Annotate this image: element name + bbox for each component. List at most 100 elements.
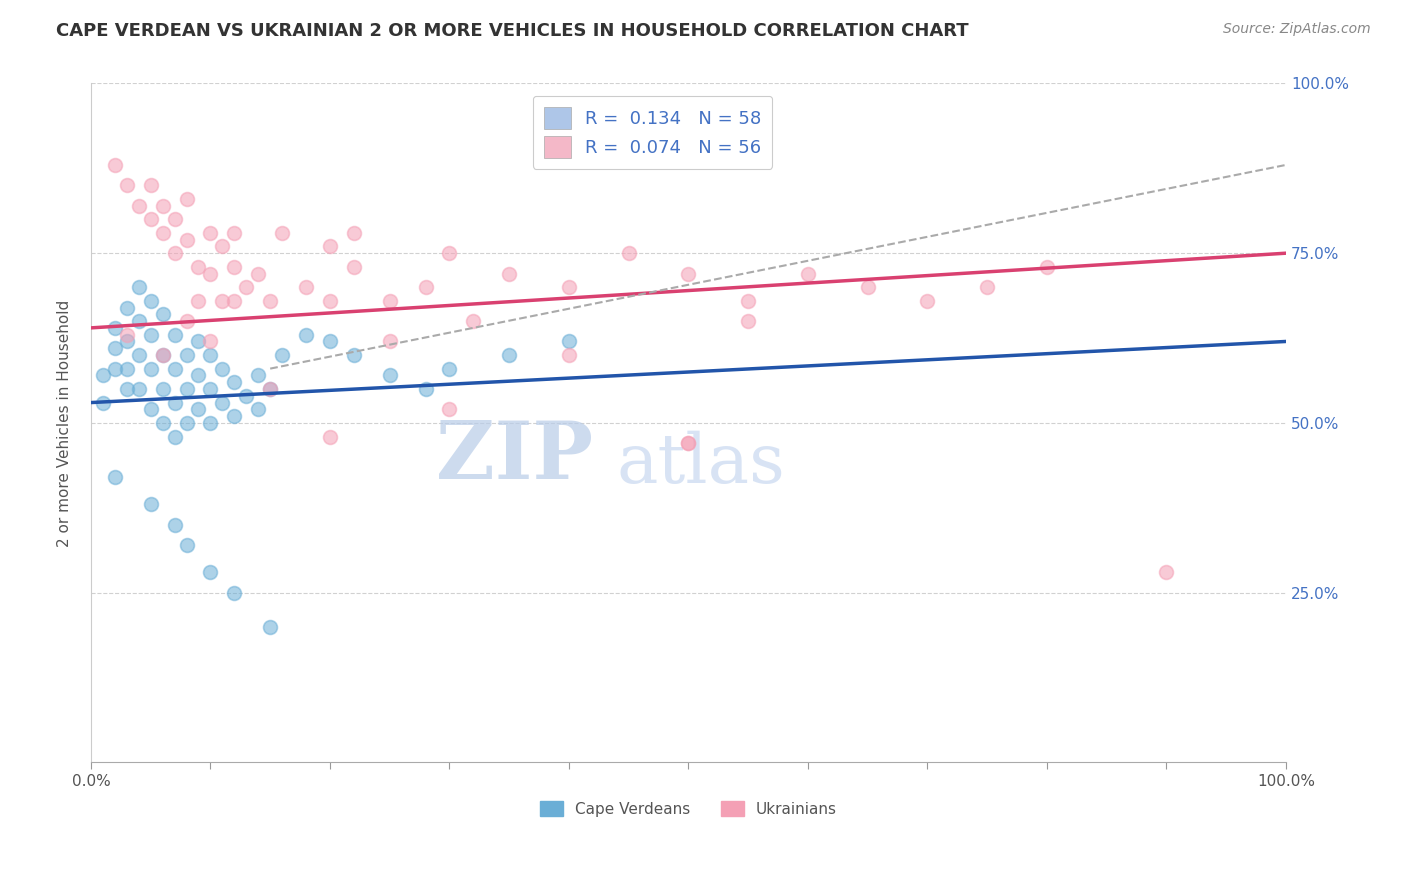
Point: [224, 260, 246, 274]
Point: [163, 429, 186, 443]
Point: [439, 361, 461, 376]
Point: [678, 436, 700, 450]
Point: [200, 348, 222, 362]
Point: [678, 436, 700, 450]
Point: [247, 368, 270, 383]
Point: [91, 368, 114, 383]
Point: [737, 314, 759, 328]
Point: [558, 348, 581, 362]
Point: [200, 566, 222, 580]
Point: [163, 395, 186, 409]
Text: CAPE VERDEAN VS UKRAINIAN 2 OR MORE VEHICLES IN HOUSEHOLD CORRELATION CHART: CAPE VERDEAN VS UKRAINIAN 2 OR MORE VEHI…: [56, 22, 969, 40]
Point: [128, 382, 150, 396]
Point: [187, 368, 209, 383]
Point: [115, 334, 138, 349]
Point: [917, 293, 939, 308]
Point: [319, 239, 342, 253]
Point: [498, 348, 520, 362]
Point: [163, 517, 186, 532]
Point: [319, 293, 342, 308]
Point: [152, 348, 174, 362]
Point: [163, 212, 186, 227]
Point: [558, 334, 581, 349]
Point: [176, 348, 198, 362]
Point: [152, 416, 174, 430]
Point: [224, 375, 246, 389]
Point: [295, 327, 318, 342]
Point: [343, 348, 366, 362]
Point: [152, 199, 174, 213]
Point: [378, 334, 401, 349]
Point: [498, 267, 520, 281]
Point: [115, 327, 138, 342]
Point: [259, 293, 281, 308]
Point: [163, 246, 186, 260]
Point: [797, 267, 820, 281]
Point: [259, 382, 281, 396]
Point: [415, 382, 437, 396]
Point: [200, 382, 222, 396]
Point: [104, 470, 127, 484]
Point: [104, 321, 127, 335]
Point: [259, 382, 281, 396]
Point: [200, 334, 222, 349]
Point: [378, 293, 401, 308]
Point: [187, 402, 209, 417]
Point: [115, 361, 138, 376]
Point: [139, 497, 162, 511]
Point: [104, 361, 127, 376]
Point: [247, 402, 270, 417]
Point: [128, 348, 150, 362]
Point: [319, 429, 342, 443]
Point: [176, 192, 198, 206]
Point: [224, 293, 246, 308]
Point: [295, 280, 318, 294]
Point: [187, 260, 209, 274]
Point: [271, 348, 294, 362]
Point: [976, 280, 998, 294]
Point: [224, 585, 246, 599]
Legend: Cape Verdeans, Ukrainians: Cape Verdeans, Ukrainians: [534, 795, 844, 822]
Point: [211, 361, 233, 376]
Point: [737, 293, 759, 308]
Point: [200, 267, 222, 281]
Point: [152, 348, 174, 362]
Point: [176, 382, 198, 396]
Point: [163, 327, 186, 342]
Point: [343, 226, 366, 240]
Point: [235, 389, 257, 403]
Point: [259, 620, 281, 634]
Point: [176, 538, 198, 552]
Point: [139, 402, 162, 417]
Point: [271, 226, 294, 240]
Point: [104, 341, 127, 355]
Point: [343, 260, 366, 274]
Point: [91, 395, 114, 409]
Y-axis label: 2 or more Vehicles in Household: 2 or more Vehicles in Household: [58, 300, 72, 547]
Point: [187, 293, 209, 308]
Point: [176, 233, 198, 247]
Point: [211, 239, 233, 253]
Point: [115, 301, 138, 315]
Point: [115, 178, 138, 193]
Point: [463, 314, 485, 328]
Text: atlas: atlas: [617, 431, 786, 497]
Point: [139, 327, 162, 342]
Point: [415, 280, 437, 294]
Point: [176, 416, 198, 430]
Point: [211, 395, 233, 409]
Point: [439, 402, 461, 417]
Point: [1036, 260, 1059, 274]
Point: [235, 280, 257, 294]
Point: [128, 314, 150, 328]
Point: [1156, 566, 1178, 580]
Point: [678, 267, 700, 281]
Point: [200, 416, 222, 430]
Point: [200, 226, 222, 240]
Point: [139, 361, 162, 376]
Point: [104, 158, 127, 172]
Point: [152, 307, 174, 321]
Text: Source: ZipAtlas.com: Source: ZipAtlas.com: [1223, 22, 1371, 37]
Point: [319, 334, 342, 349]
Point: [856, 280, 879, 294]
